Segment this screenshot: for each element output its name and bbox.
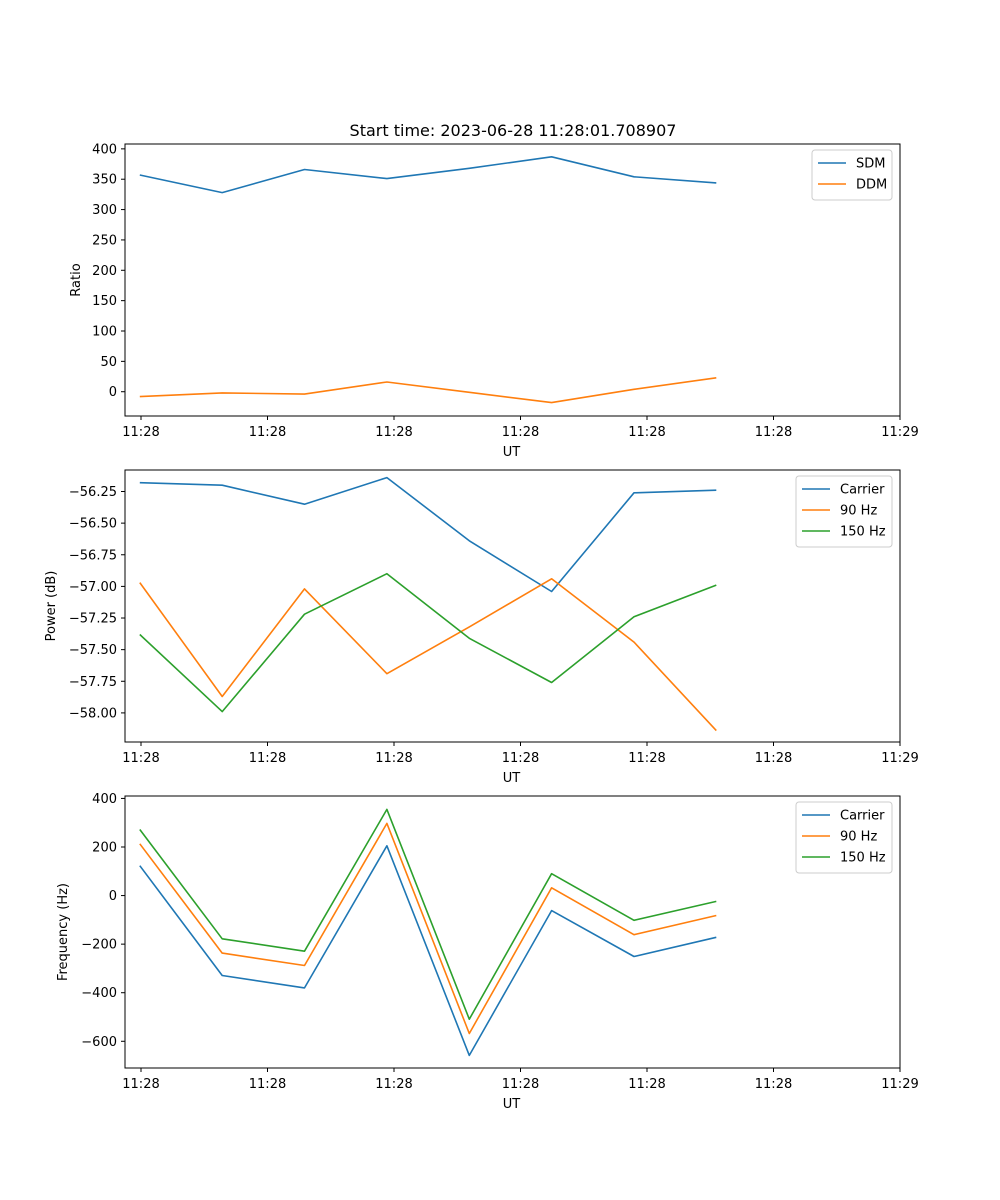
y-tick-label: −58.00 bbox=[69, 706, 117, 721]
x-axis-label: UT bbox=[503, 445, 521, 460]
y-tick-label: 400 bbox=[92, 792, 117, 807]
series-line-carrier bbox=[139, 844, 717, 1057]
x-tick-label: 11:29 bbox=[881, 425, 918, 440]
y-tick-label: 300 bbox=[92, 203, 117, 218]
y-tick-label: −56.25 bbox=[69, 485, 117, 500]
series-line-150-hz bbox=[139, 572, 717, 713]
x-tick-label: 11:28 bbox=[502, 751, 539, 766]
x-tick-label: 11:28 bbox=[755, 1077, 792, 1092]
series-line-90-hz bbox=[139, 822, 717, 1035]
x-axis-label: UT bbox=[503, 771, 521, 786]
y-axis-label: Ratio bbox=[69, 263, 84, 296]
x-tick-label: 11:28 bbox=[502, 1077, 539, 1092]
x-tick-label: 11:28 bbox=[249, 1077, 286, 1092]
figure-title: Start time: 2023-06-28 11:28:01.708907 bbox=[350, 121, 677, 140]
legend: Carrier 90 Hz 150 Hz bbox=[795, 475, 893, 548]
y-tick-label: −200 bbox=[81, 938, 117, 953]
y-tick-label: −57.50 bbox=[69, 643, 117, 658]
y-tick-label: 200 bbox=[92, 264, 117, 279]
x-tick-label: 11:28 bbox=[375, 1077, 412, 1092]
y-axis-label: Power (dB) bbox=[44, 571, 59, 642]
legend-label: DDM bbox=[856, 178, 887, 193]
y-tick-label: −56.50 bbox=[69, 517, 117, 532]
x-tick-label: 11:28 bbox=[249, 751, 286, 766]
y-tick-label: 200 bbox=[92, 841, 117, 856]
y-tick-label: 100 bbox=[92, 325, 117, 340]
y-tick-label: 0 bbox=[109, 889, 117, 904]
x-tick-label: 11:28 bbox=[375, 425, 412, 440]
y-tick-label: −57.25 bbox=[69, 612, 117, 627]
y-tick-label: 350 bbox=[92, 173, 117, 188]
legend-label: 150 Hz bbox=[840, 525, 886, 540]
y-tick-label: −56.75 bbox=[69, 548, 117, 563]
y-tick-label: 400 bbox=[92, 142, 117, 157]
series-line-carrier bbox=[139, 476, 717, 593]
subplot-1: 11:28 11:28 11:28 11:28 11:28 11:28 11:29 UT 0 50… bbox=[69, 142, 919, 460]
legend: SDM DDM bbox=[811, 149, 893, 201]
y-tick-label: 150 bbox=[92, 294, 117, 309]
plot-frame bbox=[124, 143, 901, 417]
x-tick-label: 11:28 bbox=[502, 425, 539, 440]
y-tick-label: 50 bbox=[100, 355, 117, 370]
x-tick-label: 11:28 bbox=[375, 751, 412, 766]
legend-box bbox=[795, 475, 893, 548]
y-tick-label: 0 bbox=[109, 385, 117, 400]
series-line-90-hz bbox=[139, 577, 717, 732]
series-line-ddm bbox=[139, 377, 717, 404]
legend: Carrier 90 Hz 150 Hz bbox=[795, 801, 893, 874]
subplot-3: 11:28 11:28 11:28 11:28 11:28 11:28 11:29 UT −60… bbox=[56, 792, 919, 1112]
legend-label: Carrier bbox=[840, 809, 885, 824]
y-tick-label: −400 bbox=[81, 986, 117, 1001]
y-tick-label: −600 bbox=[81, 1035, 117, 1050]
legend-label: SDM bbox=[856, 157, 885, 172]
plot-frame bbox=[124, 469, 901, 743]
legend-box bbox=[795, 801, 893, 874]
legend-label: 90 Hz bbox=[840, 504, 877, 519]
y-axis-label: Frequency (Hz) bbox=[56, 883, 71, 981]
plots-group: 11:28 11:28 11:28 11:28 11:28 11:28 11:29 UT 0 50… bbox=[44, 142, 919, 1112]
y-tick-label: −57.00 bbox=[69, 580, 117, 595]
series-line-150-hz bbox=[139, 808, 717, 1021]
x-tick-label: 11:29 bbox=[881, 1077, 918, 1092]
plot-frame bbox=[124, 795, 901, 1069]
legend-label: Carrier bbox=[840, 483, 885, 498]
series-line-sdm bbox=[139, 156, 717, 194]
y-tick-label: −57.75 bbox=[69, 675, 117, 690]
x-tick-label: 11:28 bbox=[122, 1077, 159, 1092]
x-tick-label: 11:28 bbox=[122, 425, 159, 440]
legend-label: 150 Hz bbox=[840, 851, 886, 866]
x-tick-label: 11:28 bbox=[628, 751, 665, 766]
x-tick-label: 11:28 bbox=[249, 425, 286, 440]
x-tick-label: 11:28 bbox=[628, 1077, 665, 1092]
x-tick-label: 11:28 bbox=[755, 751, 792, 766]
x-tick-label: 11:28 bbox=[755, 425, 792, 440]
legend-label: 90 Hz bbox=[840, 830, 877, 845]
x-tick-label: 11:29 bbox=[881, 751, 918, 766]
y-tick-label: 250 bbox=[92, 233, 117, 248]
x-tick-label: 11:28 bbox=[122, 751, 159, 766]
x-tick-label: 11:28 bbox=[628, 425, 665, 440]
subplot-2: 11:28 11:28 11:28 11:28 11:28 11:28 11:29 UT −58… bbox=[44, 469, 919, 786]
x-axis-label: UT bbox=[503, 1097, 521, 1112]
